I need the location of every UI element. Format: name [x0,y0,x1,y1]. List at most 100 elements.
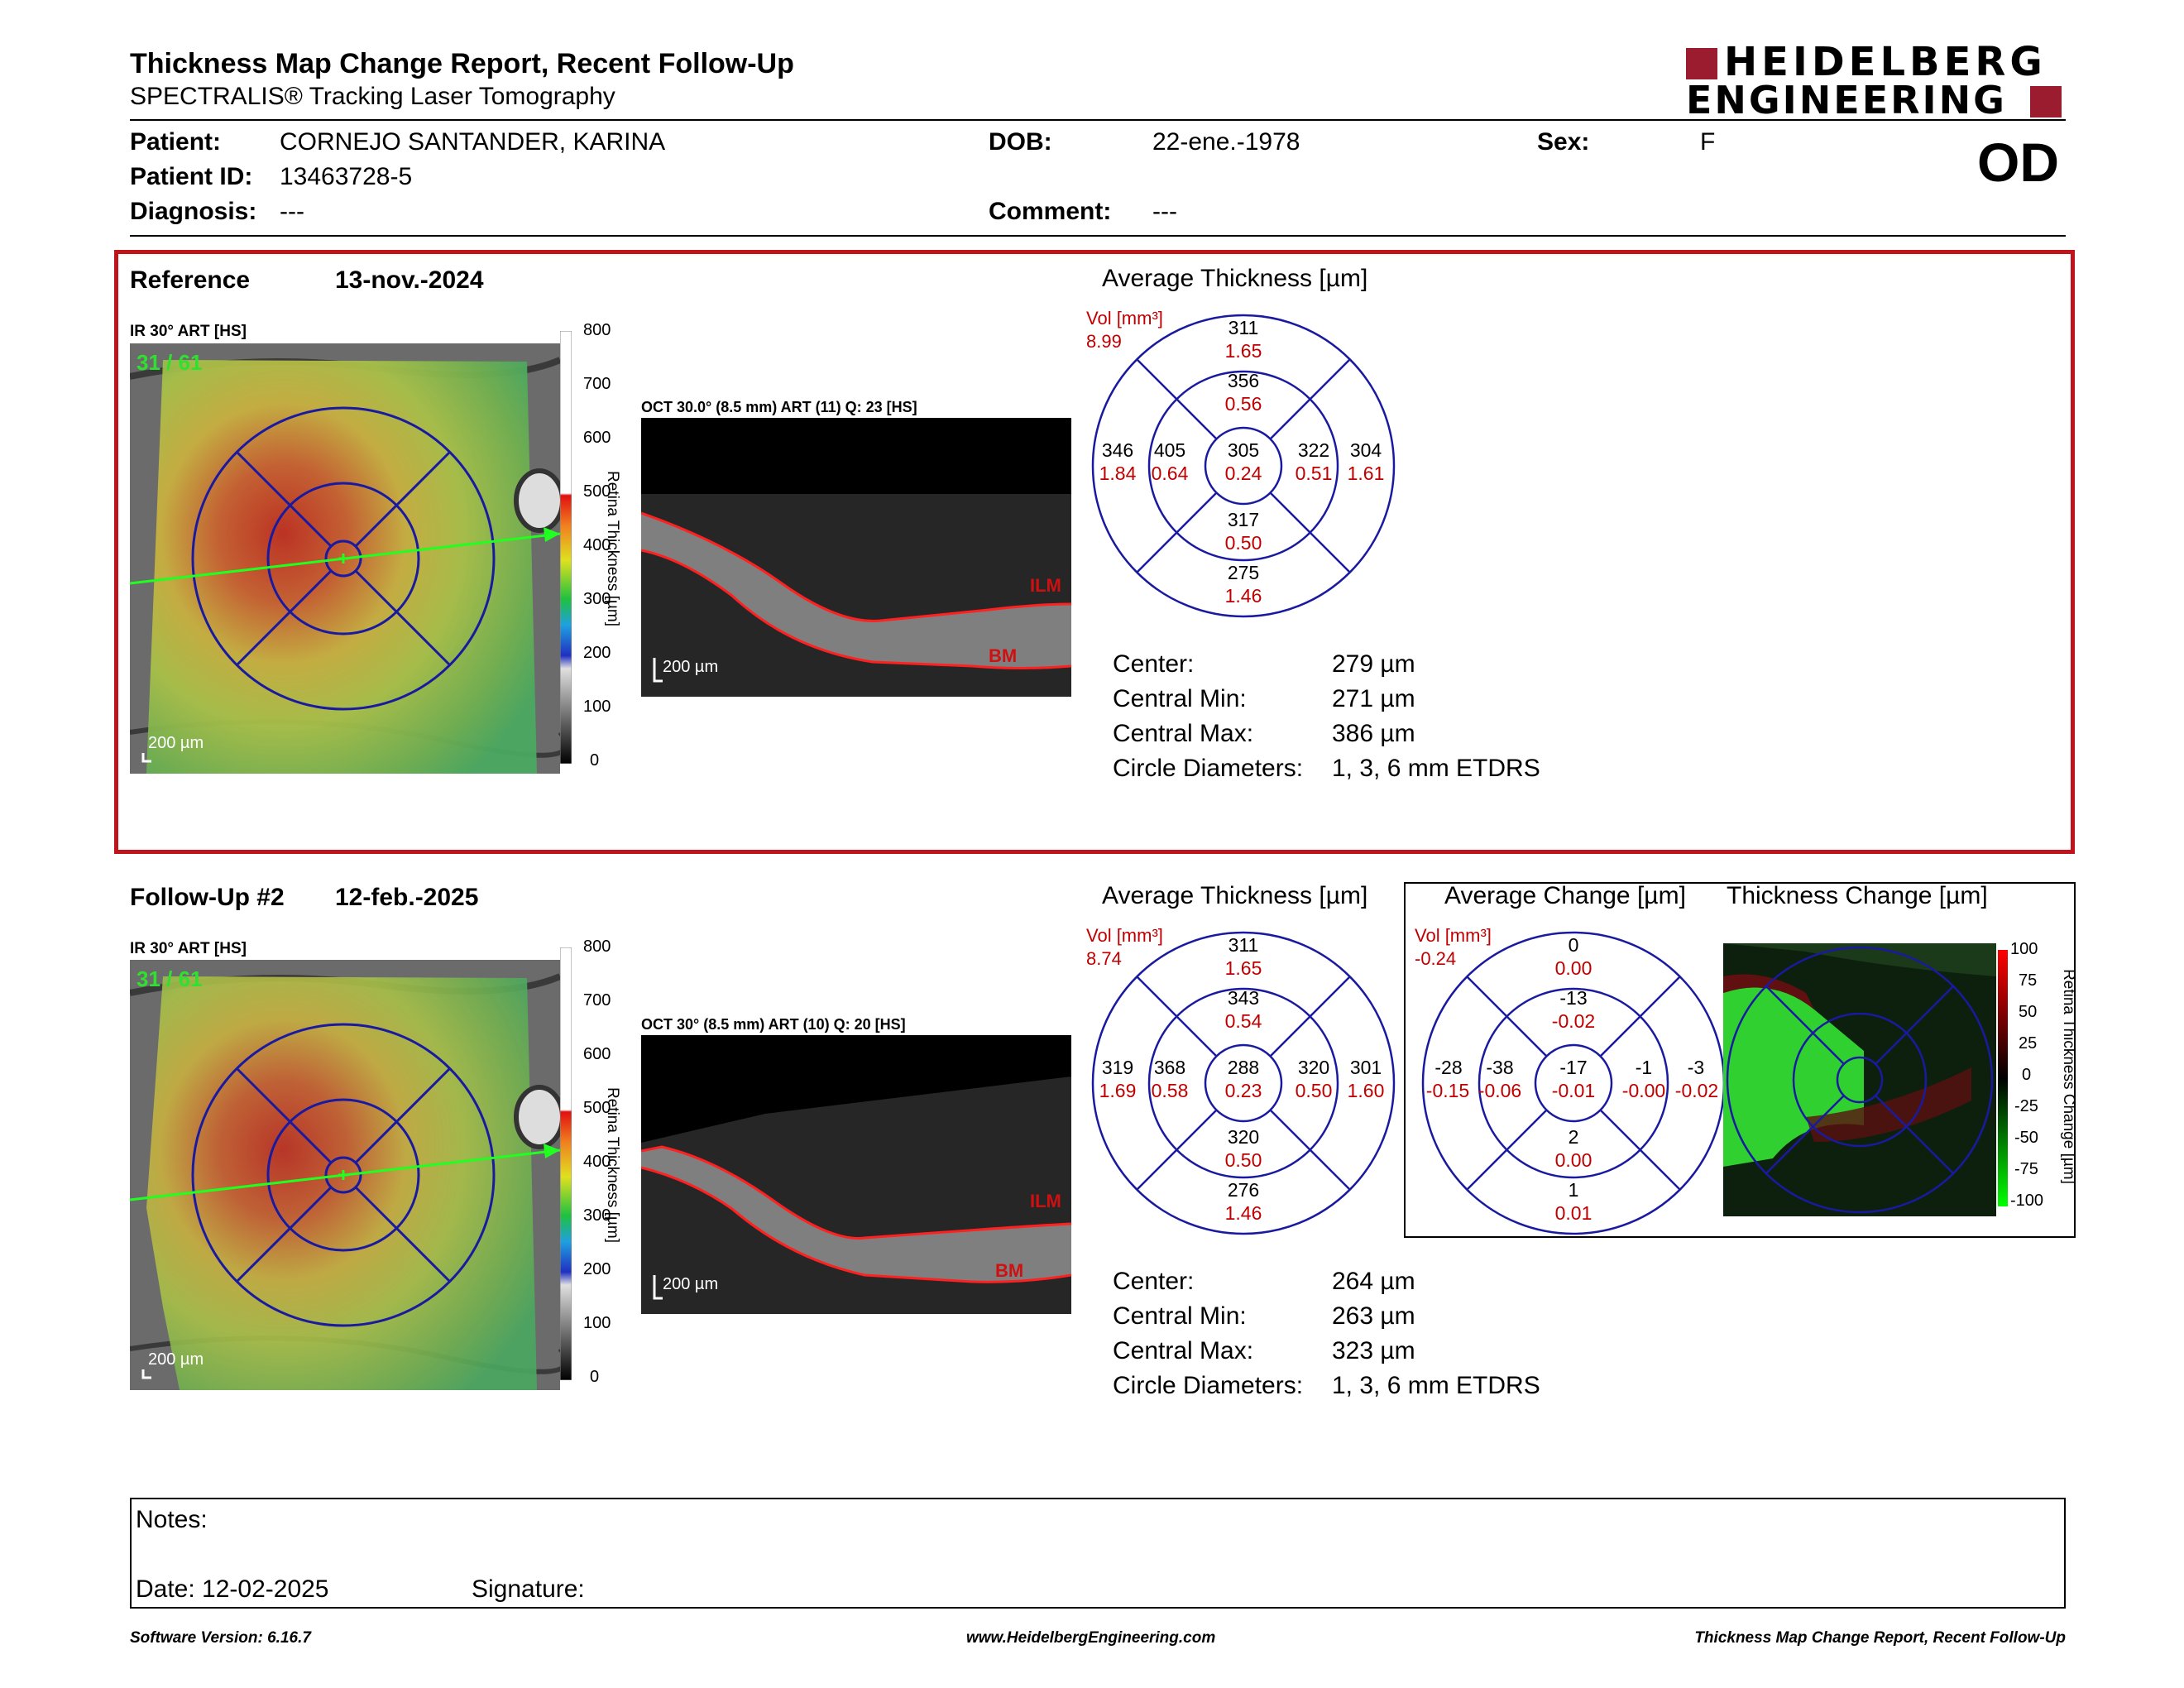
fu-inner-nas-val: 320 [1297,1057,1330,1078]
thickness-change-map [1723,943,1996,1216]
fu-stat-row: Circle Diameters: 1, 3, 6 mm ETDRS [1113,1369,1692,1403]
fu-ir-counter: 31 / 61 [136,966,203,991]
ref-oct-scale: 200 µm [663,658,719,676]
ref-inner-nas-vol: 0.51 [1295,463,1333,484]
fu-center-vol: 0.23 [1224,1080,1262,1101]
ref-inner-inf-vol: 0.50 [1224,532,1262,554]
logo-line1: HEIDELBERG [1724,39,2047,85]
ref-colorbar [559,330,572,765]
stat-label: Central Max: [1113,1337,1254,1364]
fu-outer-temp-vol: 1.69 [1099,1080,1137,1101]
fu-ir-label: IR 30° ART [HS] [130,940,247,957]
sex-value: F [1700,128,1716,156]
ref-inner-sup-val: 356 [1227,370,1260,391]
header-rule [130,119,2066,121]
ref-outer-inf-val: 275 [1227,562,1260,583]
stat-value: 323 µm [1332,1337,1415,1364]
chg-outer-nas-vol: -0.02 [1674,1080,1719,1101]
change-colorbar [1998,950,2008,1206]
tick: 200 [583,644,611,662]
fu-inner-temp-val: 368 [1153,1057,1186,1078]
ref-inner-inf-val: 317 [1227,509,1260,530]
ref-center-val: 305 [1227,439,1260,461]
tick: -75 [2014,1160,2038,1178]
change-colorbar-ticks: 100 75 50 25 0 -25 -50 -75 -100 [2010,940,2047,1213]
ref-stat-row: Central Max: 386 µm [1113,717,1692,751]
ref-bm-label: BM [989,645,1018,666]
tick: 300 [583,1206,611,1225]
chg-inner-temp-vol: -0.06 [1478,1080,1522,1101]
fu-inner-nas-vol: 0.50 [1295,1080,1333,1101]
chg-outer-sup-val: 0 [1568,934,1579,956]
tick: 100 [2010,940,2038,958]
footer-report-name: Thickness Map Change Report, Recent Foll… [1694,1629,2066,1647]
tick: 100 [583,698,611,716]
stat-value: 264 µm [1332,1268,1415,1295]
eye-indicator: OD [1977,132,2059,193]
chg-inner-sup-vol: -0.02 [1551,1010,1596,1032]
notes-box[interactable] [130,1498,2066,1609]
ref-colorbar-title: Retina Thickness [µm] [604,471,621,626]
chg-inner-sup-val: -13 [1559,987,1588,1009]
tick: 25 [2019,1034,2038,1053]
chg-outer-inf-vol: 0.01 [1554,1202,1592,1224]
stat-value: 1, 3, 6 mm ETDRS [1332,755,1540,782]
ref-outer-nas-val: 304 [1349,439,1382,461]
tick: 75 [2019,971,2038,990]
fu-outer-inf-val: 276 [1227,1179,1260,1201]
footer-website[interactable]: www.HeidelbergEngineering.com [966,1629,1216,1647]
ref-fundus-image: 31 / 61 200 µm [130,343,560,774]
ref-colorbar-ticks: 800 700 600 500 400 300 200 100 0 [583,321,616,770]
fu-etdrs-chart: 311 1.65 343 0.54 288 0.23 320 0.50 276 … [1090,930,1396,1236]
ref-etdrs-grid-overlay [191,406,496,711]
stat-value: 263 µm [1332,1302,1415,1330]
ref-avg-title: Average Thickness [µm] [1102,265,1368,292]
stat-label: Central Max: [1113,720,1254,747]
followup-label: Follow-Up #2 [130,884,285,911]
change-colorbar-title: Retina Thickness Change [µm] [2060,969,2077,1184]
patient-id-label: Patient ID: [130,163,253,190]
fu-inner-sup-val: 343 [1227,987,1260,1009]
ref-ilm-label: ILM [1030,575,1061,596]
fu-etdrs-grid-overlay [191,1023,496,1327]
fu-inner-temp-vol: 0.58 [1151,1080,1189,1101]
change-panel [1404,882,2076,1238]
dob-label: DOB: [989,128,1052,156]
report-subtitle: SPECTRALIS® Tracking Laser Tomography [130,83,615,110]
ref-stat-row: Circle Diameters: 1, 3, 6 mm ETDRS [1113,751,1692,786]
patient-rule [130,235,2066,237]
ref-center-vol: 0.24 [1224,463,1262,484]
fu-outer-temp-val: 319 [1101,1057,1134,1078]
tick: 400 [583,1153,611,1171]
comment-label: Comment: [989,198,1112,225]
chg-inner-inf-vol: 0.00 [1554,1149,1592,1171]
tick: 600 [583,1045,611,1063]
ref-stat-row: Central Min: 271 µm [1113,682,1692,717]
ref-oct-image: ILM BM 200 µm [641,418,1071,697]
tick: 700 [583,991,611,1009]
fu-ir-scale: 200 µm [148,1350,204,1369]
tick: -25 [2014,1097,2038,1115]
stat-label: Circle Diameters: [1113,1372,1304,1399]
stat-value: 1, 3, 6 mm ETDRS [1332,1372,1540,1399]
stat-label: Center: [1113,650,1195,678]
chg-inner-nas-vol: -0.00 [1621,1080,1666,1101]
tick: -50 [2014,1129,2038,1147]
reference-date: 13-nov.-2024 [335,266,484,294]
chg-outer-sup-vol: 0.00 [1554,957,1592,979]
patient-name: CORNEJO SANTANDER, KARINA [280,128,666,156]
logo-square-icon [1686,48,1717,79]
fu-stats: Center: 264 µm Central Min: 263 µm Central… [1113,1264,1692,1403]
fu-inner-inf-vol: 0.50 [1224,1149,1262,1171]
logo-square2-icon [2030,86,2062,117]
change-vol-total: -0.24 [1415,948,1457,969]
tick: 0 [590,751,600,770]
stat-value: 386 µm [1332,720,1415,747]
fu-colorbar [559,947,572,1381]
chg-inner-temp-val: -38 [1486,1057,1514,1078]
fu-inner-sup-vol: 0.54 [1224,1010,1262,1032]
stat-value: 279 µm [1332,650,1415,678]
chg-inner-inf-val: 2 [1568,1126,1579,1148]
fu-oct-label: OCT 30° (8.5 mm) ART (10) Q: 20 [HS] [641,1016,906,1033]
ref-ir-scale: 200 µm [148,734,204,752]
